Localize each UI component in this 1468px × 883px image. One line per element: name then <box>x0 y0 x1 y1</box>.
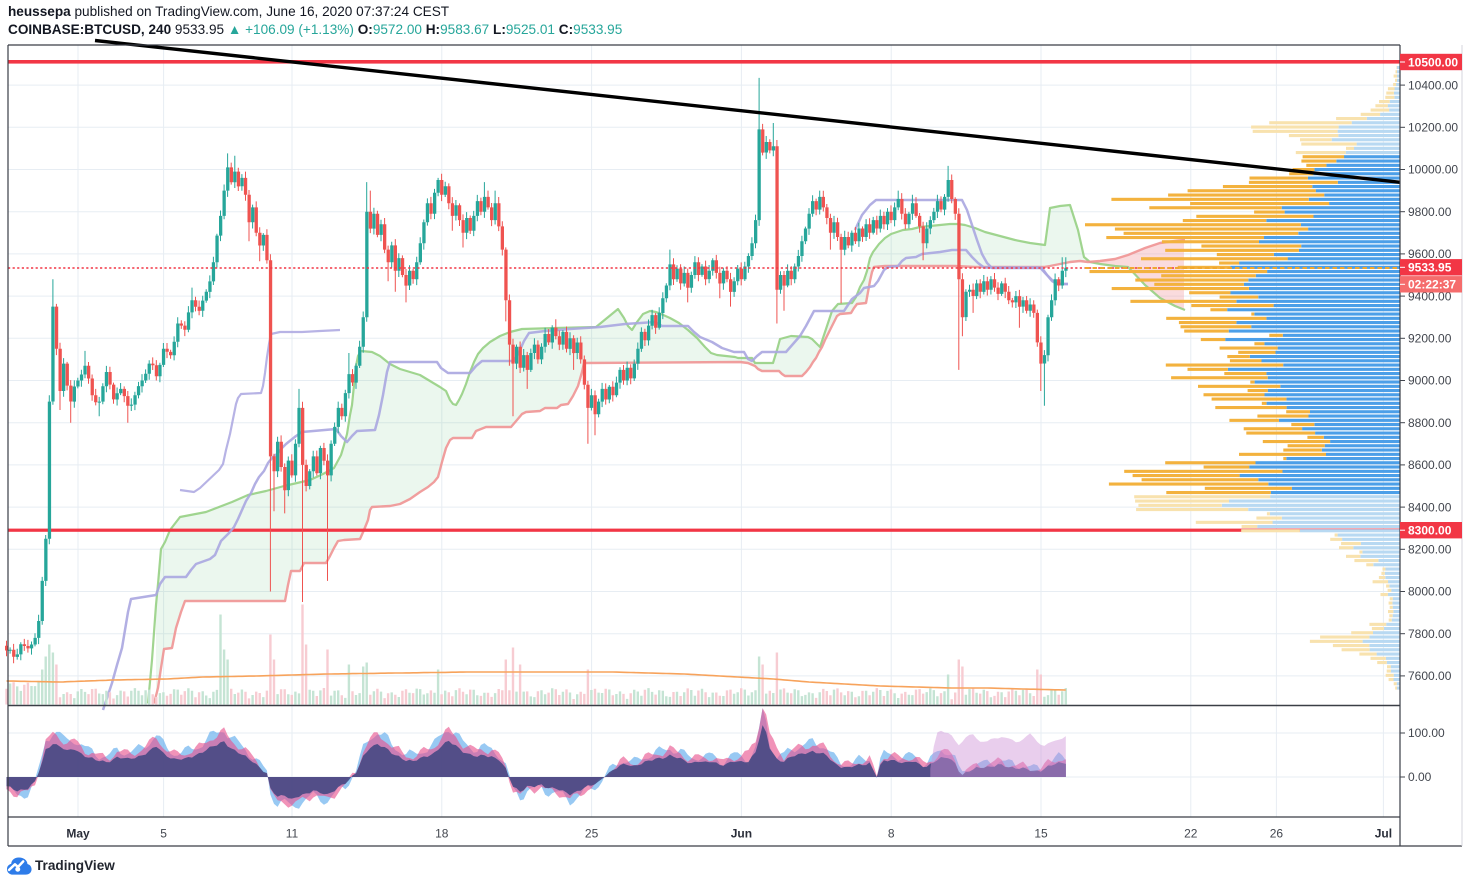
svg-text:18: 18 <box>435 827 449 841</box>
svg-text:7800.00: 7800.00 <box>1408 627 1452 641</box>
svg-text:25: 25 <box>585 827 599 841</box>
svg-text:100.00: 100.00 <box>1408 726 1445 740</box>
svg-text:10200.00: 10200.00 <box>1408 121 1458 135</box>
svg-text:9200.00: 9200.00 <box>1408 332 1452 346</box>
svg-text:8300.00: 8300.00 <box>1408 524 1452 538</box>
svg-text:02:22:37: 02:22:37 <box>1408 278 1456 292</box>
svg-text:10400.00: 10400.00 <box>1408 78 1458 92</box>
svg-text:8400.00: 8400.00 <box>1408 500 1452 514</box>
svg-text:Jun: Jun <box>731 827 752 841</box>
svg-text:9800.00: 9800.00 <box>1408 205 1452 219</box>
svg-text:COINBASE:BTCUSD, 240 9533.95: COINBASE:BTCUSD, 240 9533.95 ▲ +106.09 (… <box>8 22 622 37</box>
svg-text:5: 5 <box>160 827 167 841</box>
svg-text:8: 8 <box>888 827 895 841</box>
svg-text:9400.00: 9400.00 <box>1408 289 1452 303</box>
svg-text:8200.00: 8200.00 <box>1408 543 1452 557</box>
svg-text:9533.95: 9533.95 <box>1408 261 1452 275</box>
svg-text:9600.00: 9600.00 <box>1408 247 1452 261</box>
svg-text:10000.00: 10000.00 <box>1408 163 1458 177</box>
svg-text:May: May <box>66 827 90 841</box>
svg-text:heussepa published on TradingV: heussepa published on TradingView.com, J… <box>8 4 449 19</box>
svg-text:8800.00: 8800.00 <box>1408 416 1452 430</box>
svg-text:8600.00: 8600.00 <box>1408 458 1452 472</box>
svg-text:11: 11 <box>286 827 299 841</box>
svg-text:22: 22 <box>1184 827 1198 841</box>
svg-text:26: 26 <box>1270 827 1284 841</box>
svg-text:0.00: 0.00 <box>1408 770 1432 784</box>
svg-text:TradingView: TradingView <box>35 858 115 873</box>
svg-text:7600.00: 7600.00 <box>1408 669 1452 683</box>
svg-text:Jul: Jul <box>1375 827 1392 841</box>
svg-text:10500.00: 10500.00 <box>1408 55 1458 69</box>
svg-text:9000.00: 9000.00 <box>1408 374 1452 388</box>
svg-text:8000.00: 8000.00 <box>1408 585 1452 599</box>
svg-text:15: 15 <box>1034 827 1048 841</box>
